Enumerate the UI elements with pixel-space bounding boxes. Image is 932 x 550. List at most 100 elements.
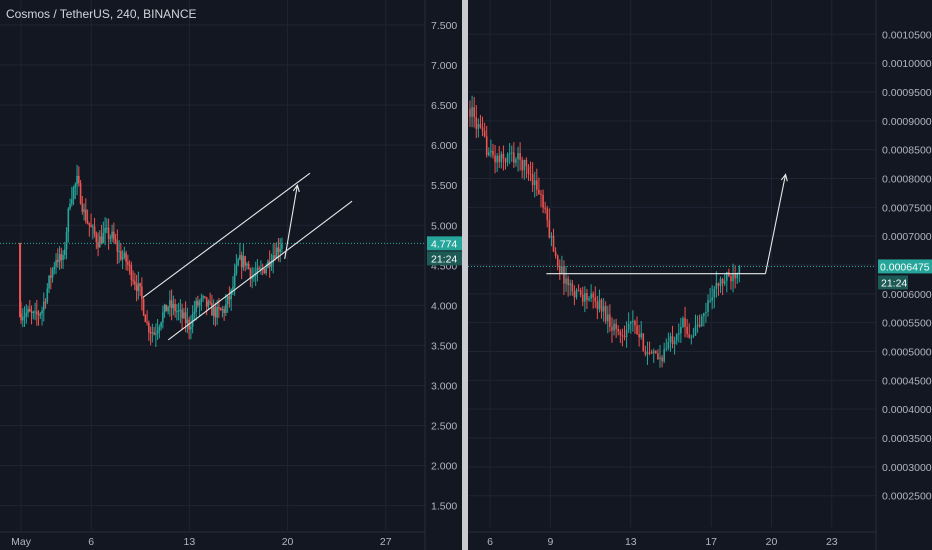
candle-body (479, 123, 482, 128)
candle-body (76, 175, 78, 185)
candle-body (513, 152, 515, 163)
candle-body (221, 308, 224, 311)
candle-body (21, 317, 24, 321)
candle-body (619, 331, 622, 336)
candle-body (498, 155, 501, 163)
candle-body (723, 280, 726, 284)
candle-body (202, 296, 204, 298)
left-chart-canvas[interactable]: 7.5007.0006.5006.0005.5005.0004.5004.000… (0, 0, 462, 550)
candle-body (177, 310, 180, 312)
candle-body (726, 272, 728, 281)
candle-body (558, 265, 561, 274)
right-chart-panel[interactable]: 0.0010500 0.0010000 0.0009500 0.0009000 0.00… (468, 0, 932, 550)
candle-body (721, 278, 724, 284)
candle-body (579, 290, 582, 295)
candle-body (487, 152, 490, 156)
countdown-tag-text: 21:24 (431, 253, 457, 265)
candle-body (151, 332, 154, 334)
last-price-tag-text: 4.774 (431, 238, 457, 250)
candle-body (109, 237, 112, 239)
x-tick-label: 6 (487, 536, 493, 548)
candle-body (667, 342, 670, 349)
candle-body (90, 225, 92, 228)
candle-body (561, 266, 563, 274)
candle-body (536, 180, 538, 190)
candle-body (717, 283, 720, 286)
candle-body (100, 236, 103, 243)
candle-body (181, 309, 183, 318)
candle-body (55, 259, 57, 267)
candle-body (636, 325, 638, 335)
candle-body (494, 155, 496, 163)
chart-title: Cosmos / TetherUS, 240, BINANCE (6, 7, 197, 21)
candle-body (27, 308, 29, 313)
candle-body (160, 322, 162, 328)
candle-body (65, 232, 68, 250)
candle-body (146, 322, 148, 324)
x-tick-label: 17 (705, 536, 717, 548)
candle-body (88, 222, 91, 226)
candle-body (281, 243, 283, 249)
pane-divider[interactable] (462, 0, 468, 550)
candle-body (604, 305, 607, 322)
countdown-tag (427, 251, 462, 266)
candle-body (665, 348, 668, 350)
candle-body (130, 265, 133, 280)
candle-body (232, 286, 234, 290)
candle-body (613, 323, 615, 331)
candle-body (212, 306, 215, 316)
candle-body (602, 305, 605, 312)
candle-body (242, 256, 245, 268)
candle-body (540, 193, 542, 195)
countdown-tag (878, 275, 908, 290)
candle-body (663, 349, 665, 362)
candle-body (34, 311, 36, 313)
candle-body (41, 310, 43, 314)
candle-body (500, 153, 503, 163)
candle-body (190, 326, 192, 330)
candle-body (172, 303, 175, 309)
candle-body (163, 304, 166, 313)
candle-body (607, 314, 609, 322)
candle-body (162, 312, 164, 323)
y-tick-label: 7.500 (431, 20, 457, 32)
candle-body (78, 175, 80, 184)
candle-body (169, 300, 171, 307)
candle-body (680, 326, 682, 334)
candle-body (563, 266, 565, 284)
candle-body (39, 313, 42, 316)
candle-body (35, 311, 38, 315)
candle-body (696, 324, 699, 326)
candle-body (253, 276, 255, 278)
candle-body (275, 247, 278, 259)
left-chart-panel[interactable]: 7.500 7.000 6.500 6.000 5.500 5.000 4.500 4.000… (0, 0, 462, 550)
candle-body (506, 154, 509, 163)
y-tick-label: 0.0003000 (882, 462, 932, 474)
y-tick-label: 0.0005500 (882, 318, 932, 330)
last-price-tag (427, 236, 462, 251)
candle-body (279, 248, 281, 253)
y-tick-label: 0.0005000 (882, 347, 932, 359)
candle-body (114, 239, 117, 242)
arrow-head (292, 183, 300, 193)
candle-body (207, 301, 210, 307)
candle-body (525, 159, 528, 167)
candle-body (64, 249, 66, 256)
candle-body (48, 275, 50, 289)
candle-body (69, 203, 71, 209)
candle-body (600, 299, 603, 312)
candle-body (629, 321, 632, 324)
candle-body (239, 254, 241, 260)
candle-body (544, 207, 546, 209)
candle-body (230, 289, 232, 300)
candle-body (184, 312, 187, 324)
candle-body (567, 278, 569, 286)
candle-body (204, 296, 206, 298)
candle-body (485, 136, 488, 156)
candle-body (191, 314, 194, 327)
candle-body (646, 352, 649, 355)
right-chart-canvas[interactable]: 0.0010500 0.0010000 0.0009500 0.0009000 0.00… (468, 0, 932, 550)
y-tick-label: 0.0008000 (882, 173, 932, 185)
arrow-drawing (284, 185, 298, 259)
candle-body (176, 311, 178, 313)
